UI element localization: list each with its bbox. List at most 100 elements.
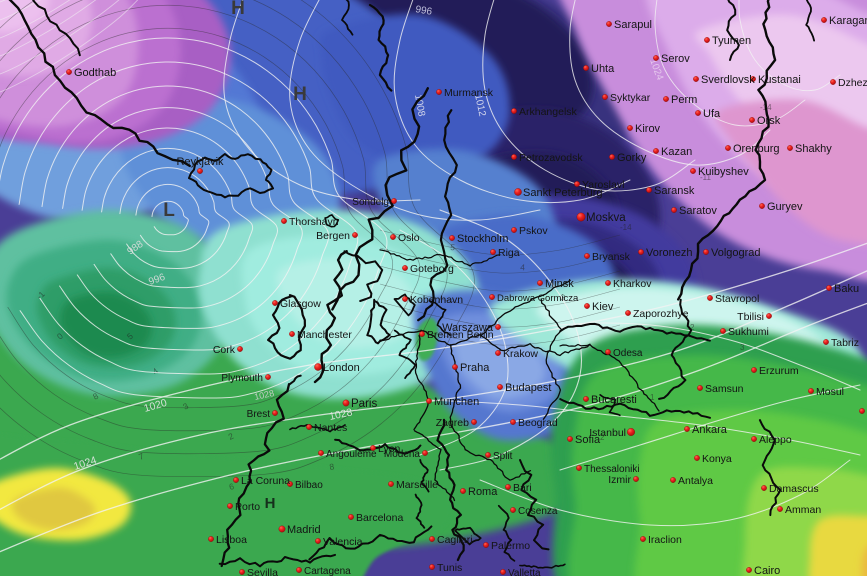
svg-text:Budapest: Budapest	[505, 382, 551, 394]
svg-text:Valencia: Valencia	[323, 536, 363, 548]
svg-text:Voronezh: Voronezh	[646, 247, 692, 259]
svg-text:Kiev: Kiev	[592, 301, 614, 313]
svg-text:Kobenhavn: Kobenhavn	[410, 294, 463, 306]
svg-text:Damascus: Damascus	[769, 483, 819, 495]
svg-text:Orsk: Orsk	[757, 115, 781, 127]
svg-text:Dzhezkazgan: Dzhezkazgan	[838, 77, 867, 89]
svg-text:Cairo: Cairo	[754, 565, 780, 576]
svg-text:Tabriz: Tabriz	[831, 337, 859, 349]
svg-text:Sarapul: Sarapul	[614, 19, 652, 31]
svg-text:Plymouth: Plymouth	[221, 373, 263, 384]
svg-text:Kharkov: Kharkov	[613, 278, 652, 290]
svg-text:Kirov: Kirov	[635, 123, 661, 135]
svg-text:Madrid: Madrid	[287, 524, 321, 536]
svg-text:Syktykar: Syktykar	[610, 92, 651, 104]
svg-text:Oslo: Oslo	[398, 232, 420, 244]
svg-text:Split: Split	[493, 451, 513, 462]
svg-text:Volgograd: Volgograd	[711, 247, 761, 259]
svg-text:Sukhumi: Sukhumi	[728, 326, 769, 338]
svg-text:Bilbao: Bilbao	[295, 480, 323, 491]
svg-text:Murmansk: Murmansk	[444, 87, 494, 99]
svg-text:Godthab: Godthab	[74, 67, 116, 79]
svg-text:Petrozavodsk: Petrozavodsk	[519, 152, 583, 164]
svg-text:Tunis: Tunis	[437, 562, 462, 574]
svg-text:Saratov: Saratov	[679, 205, 717, 217]
svg-text:Bremen Berlin: Bremen Berlin	[427, 329, 494, 341]
svg-text:Cork: Cork	[213, 344, 236, 356]
svg-text:Barcelona: Barcelona	[356, 512, 403, 524]
svg-text:Konya: Konya	[702, 453, 732, 465]
svg-text:Pskov: Pskov	[519, 225, 548, 237]
svg-text:Saransk: Saransk	[654, 185, 695, 197]
svg-text:Arkhangelsk: Arkhangelsk	[519, 106, 578, 118]
svg-text:Istanbul: Istanbul	[589, 427, 626, 439]
svg-text:Serov: Serov	[661, 53, 690, 65]
svg-text:Brest: Brest	[247, 409, 271, 420]
svg-text:Praha: Praha	[460, 362, 490, 374]
svg-text:Zaporozhye: Zaporozhye	[633, 308, 689, 320]
svg-text:Bucaresti: Bucaresti	[591, 394, 637, 406]
svg-text:Reykjavik: Reykjavik	[176, 156, 224, 168]
svg-text:Orenburg: Orenburg	[733, 143, 779, 155]
svg-text:Valletta: Valletta	[508, 568, 541, 576]
svg-text:Lisboa: Lisboa	[216, 534, 247, 546]
svg-text:Gorky: Gorky	[617, 152, 647, 164]
svg-text:Minsk: Minsk	[545, 278, 574, 290]
svg-text:Glasgow: Glasgow	[280, 298, 321, 310]
svg-text:H: H	[293, 84, 307, 105]
svg-text:Thorshavn: Thorshavn	[289, 216, 339, 228]
svg-text:Manchester: Manchester	[297, 329, 352, 341]
svg-text:H: H	[265, 495, 276, 512]
svg-text:Beograd: Beograd	[518, 417, 558, 429]
svg-text:Bari: Bari	[513, 482, 532, 494]
svg-text:Kazan: Kazan	[661, 146, 692, 158]
svg-text:Krakow: Krakow	[503, 348, 538, 360]
svg-text:Zagreb: Zagreb	[436, 417, 469, 429]
svg-text:Stavropol: Stavropol	[715, 293, 759, 305]
svg-text:Munchen: Munchen	[434, 396, 479, 408]
svg-text:Sankt Peterburg: Sankt Peterburg	[523, 187, 603, 199]
svg-text:Angouleme: Angouleme	[326, 449, 377, 460]
svg-text:Ankara: Ankara	[692, 424, 728, 436]
svg-text:Bryansk: Bryansk	[592, 251, 631, 263]
svg-text:Tbilisi: Tbilisi	[737, 311, 764, 323]
svg-text:La Coruna: La Coruna	[241, 475, 290, 487]
svg-text:Baku: Baku	[834, 283, 859, 295]
svg-text:Karaganda: Karaganda	[829, 15, 867, 27]
svg-text:Izmir: Izmir	[608, 474, 631, 486]
svg-text:Mosul: Mosul	[816, 386, 844, 398]
svg-text:Tyumen: Tyumen	[712, 35, 751, 47]
svg-text:Roma: Roma	[468, 486, 498, 498]
svg-text:Cagliari: Cagliari	[437, 534, 473, 546]
svg-text:Marseille: Marseille	[396, 479, 438, 491]
svg-text:Guryev: Guryev	[767, 201, 803, 213]
svg-text:Ufa: Ufa	[703, 108, 721, 120]
svg-text:H: H	[231, 0, 245, 19]
svg-text:Amman: Amman	[785, 504, 821, 516]
svg-text:Dabrowa Gormicza: Dabrowa Gormicza	[497, 293, 579, 304]
svg-text:Kuibyshev: Kuibyshev	[698, 166, 749, 178]
svg-text:Uhta: Uhta	[591, 63, 615, 75]
svg-text:-14: -14	[620, 223, 632, 232]
svg-text:Nantes: Nantes	[314, 422, 347, 434]
svg-text:Sondelg: Sondelg	[352, 197, 389, 208]
svg-text:Kustanai: Kustanai	[758, 74, 801, 86]
svg-text:Erzurum: Erzurum	[759, 365, 799, 377]
svg-text:L: L	[163, 200, 175, 221]
svg-text:Riga: Riga	[498, 247, 520, 259]
svg-text:Stockholm: Stockholm	[457, 233, 508, 245]
svg-text:Sevilla: Sevilla	[247, 567, 278, 576]
svg-text:Porto: Porto	[235, 501, 260, 513]
svg-text:Sverdlovsk: Sverdlovsk	[701, 74, 755, 86]
svg-text:Samsun: Samsun	[705, 383, 744, 395]
svg-text:Shakhy: Shakhy	[795, 143, 832, 155]
svg-text:Perm: Perm	[671, 94, 697, 106]
svg-text:Goteborg: Goteborg	[410, 263, 454, 275]
svg-text:Iraclion: Iraclion	[648, 534, 682, 546]
svg-text:Bergen: Bergen	[316, 230, 350, 242]
svg-text:Moskva: Moskva	[586, 212, 626, 224]
svg-text:Cartagena: Cartagena	[304, 566, 351, 576]
svg-text:Paris: Paris	[351, 398, 377, 410]
svg-text:Modena: Modena	[384, 449, 421, 460]
svg-text:Antalya: Antalya	[678, 475, 713, 487]
